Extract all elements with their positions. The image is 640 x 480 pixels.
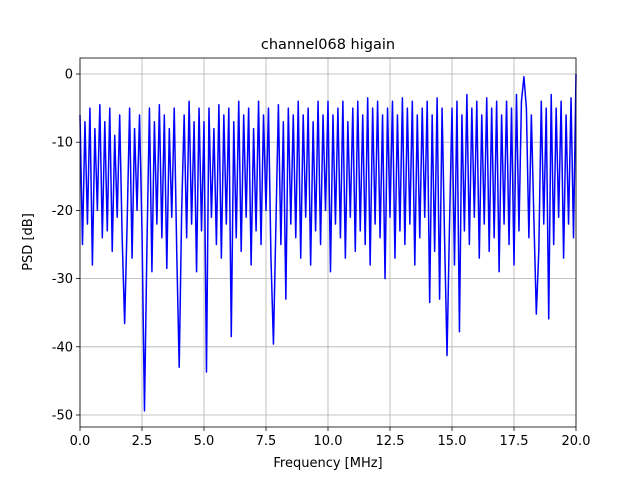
x-tick-label: 20.0 [562, 434, 591, 449]
x-tick-label: 17.5 [500, 434, 529, 449]
y-tick-label: -40 [52, 340, 73, 355]
x-tick-label: 10.0 [314, 434, 343, 449]
y-tick-label: -20 [52, 204, 73, 219]
x-tick-label: 2.5 [132, 434, 153, 449]
plot-frame [79, 57, 577, 428]
x-tick-label: 12.5 [376, 434, 405, 449]
y-tick-label: -30 [52, 272, 73, 287]
x-tick-label: 5.0 [194, 434, 215, 449]
x-tick-label: 15.0 [438, 434, 467, 449]
chart-title: channel068 higain [261, 37, 395, 53]
y-tick-label: -50 [52, 408, 73, 423]
x-tick-label: 7.5 [256, 434, 277, 449]
y-axis-label: PSD [dB] [21, 213, 36, 271]
y-tick-label: 0 [65, 68, 73, 83]
y-tick-label: -10 [52, 136, 73, 151]
psd-line [79, 74, 577, 412]
x-tick-label: 0.0 [70, 434, 91, 449]
x-axis-label: Frequency [MHz] [273, 456, 382, 471]
